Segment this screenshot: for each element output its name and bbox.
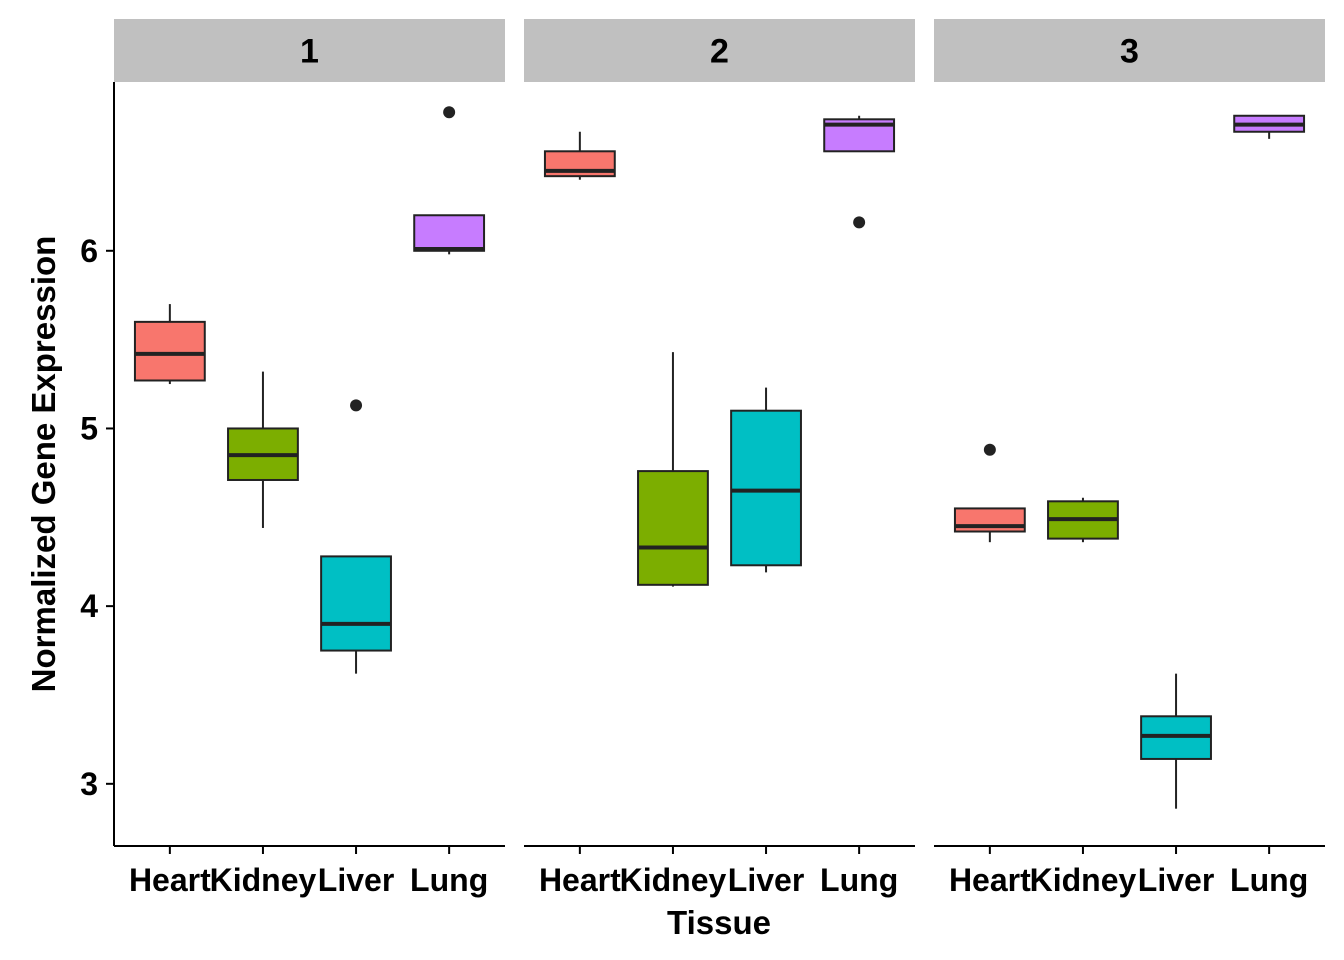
- facet-strip-1: [114, 19, 505, 82]
- box-facet-1-lung: [413, 214, 486, 252]
- facet-strip-3: [934, 19, 1325, 82]
- box-facet-1-heart: [133, 320, 206, 382]
- y-tick-label-4: 4: [80, 588, 98, 624]
- x-tick-label-lung: Lung: [820, 862, 898, 898]
- outlier-facet-1-liver-0: [350, 399, 363, 412]
- facet-strip-2: [524, 19, 915, 82]
- outlier-facet-2-lung-0: [853, 216, 866, 229]
- y-tick-label-3: 3: [80, 766, 98, 802]
- x-tick-label-heart: Heart: [949, 862, 1031, 898]
- box-facet-2-liver: [730, 409, 802, 567]
- x-tick-label-heart: Heart: [539, 862, 621, 898]
- x-tick-label-kidney: Kidney: [210, 862, 317, 898]
- x-tick-label-lung: Lung: [410, 862, 488, 898]
- box-facet-1-liver: [320, 555, 392, 652]
- x-tick-label-lung: Lung: [1230, 862, 1308, 898]
- facet-strip-label-2: 2: [710, 33, 729, 71]
- x-tick-label-liver: Liver: [318, 862, 394, 898]
- x-tick-label-kidney: Kidney: [1030, 862, 1137, 898]
- x-tick-label-kidney: Kidney: [620, 862, 727, 898]
- x-tick-label-liver: Liver: [1138, 862, 1214, 898]
- x-tick-label-liver: Liver: [728, 862, 804, 898]
- x-tick-label-heart: Heart: [129, 862, 211, 898]
- y-axis-title: Normalized Gene Expression: [25, 236, 62, 693]
- facet-strip-label-1: 1: [300, 33, 319, 71]
- y-tick-label-6: 6: [80, 233, 98, 269]
- y-tick-label-5: 5: [80, 410, 98, 446]
- outlier-facet-1-lung-0: [443, 106, 456, 119]
- x-axis-title: Tissue: [667, 904, 771, 941]
- box-facet-2-kidney: [637, 470, 709, 586]
- facet-strip-label-3: 3: [1120, 33, 1139, 71]
- outlier-facet-3-heart-0: [983, 443, 996, 456]
